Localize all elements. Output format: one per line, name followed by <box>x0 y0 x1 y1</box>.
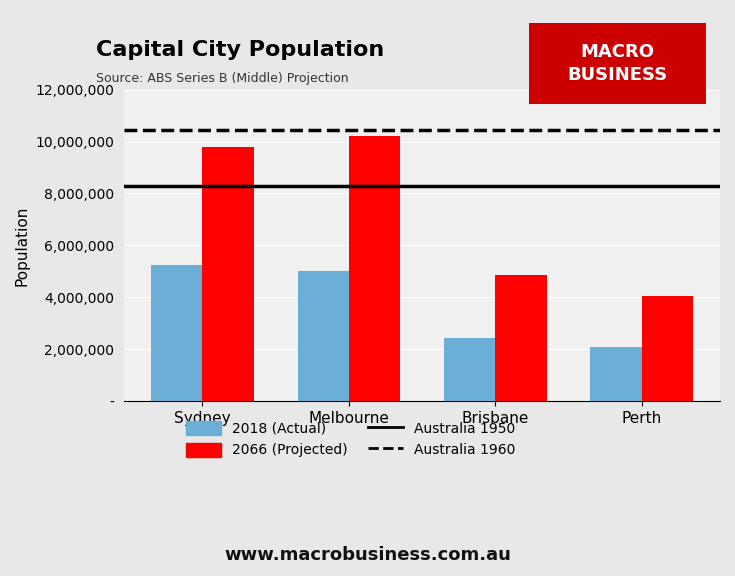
Text: Capital City Population: Capital City Population <box>96 40 384 60</box>
Legend: 2018 (Actual), 2066 (Projected), Australia 1950, Australia 1960: 2018 (Actual), 2066 (Projected), Austral… <box>180 415 521 463</box>
Bar <box>151 265 202 401</box>
Bar <box>444 338 495 401</box>
Text: MACRO
BUSINESS: MACRO BUSINESS <box>567 43 667 84</box>
Bar <box>349 137 400 401</box>
Text: Source: ABS Series B (Middle) Projection: Source: ABS Series B (Middle) Projection <box>96 72 348 85</box>
Bar <box>590 347 642 401</box>
Bar <box>642 296 693 401</box>
Bar <box>202 147 254 401</box>
Bar <box>298 271 349 401</box>
Text: www.macrobusiness.com.au: www.macrobusiness.com.au <box>224 547 511 564</box>
Y-axis label: Population: Population <box>15 205 30 286</box>
Bar <box>495 275 547 401</box>
